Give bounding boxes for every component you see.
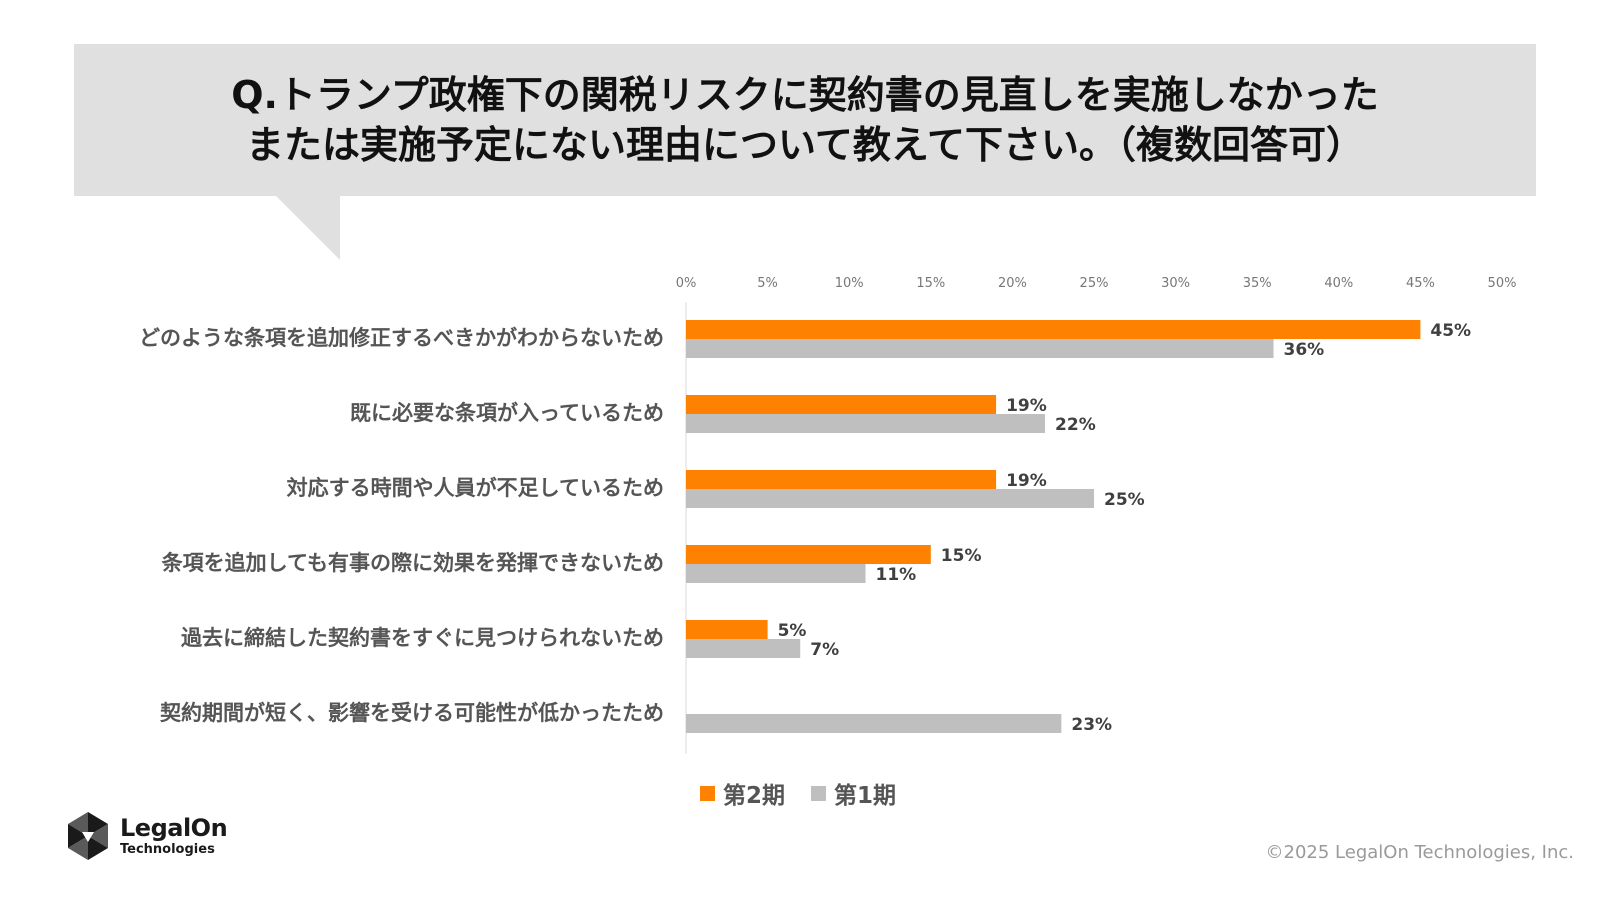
data-label: 5% — [778, 621, 807, 641]
category-label: 契約期間が短く、影響を受ける可能性が低かったため — [159, 701, 664, 725]
data-label: 22% — [1055, 415, 1096, 435]
legend-item-series-1: 第1期 — [811, 776, 896, 810]
question-banner: Q.トランプ政権下の関税リスクに契約書の見直しを実施しなかった または実施予定に… — [74, 44, 1536, 196]
logo-text: LegalOn Technologies — [120, 814, 228, 857]
bar-series-1 — [686, 339, 1274, 358]
data-label: 25% — [1104, 490, 1145, 510]
legend-label-series-2: 第2期 — [723, 783, 786, 809]
legend-swatch-series-2 — [700, 785, 715, 801]
category-label: どのような条項を追加修正するべきかがわからないため — [139, 326, 664, 350]
bar-series-1 — [686, 489, 1094, 508]
data-label: 36% — [1284, 340, 1325, 360]
legalon-logo-icon — [68, 812, 108, 860]
data-label: 11% — [876, 565, 917, 585]
legend-swatch-series-1 — [811, 785, 827, 801]
bar-series-1 — [686, 714, 1062, 733]
data-label: 19% — [1006, 471, 1047, 491]
data-label: 45% — [1430, 321, 1471, 341]
x-tick-label: 15% — [916, 276, 945, 291]
data-label: 23% — [1071, 715, 1112, 735]
logo-name: LegalOn — [120, 814, 228, 842]
question-line-2: または実施予定にない理由について教えて下さい。（複数回答可） — [246, 123, 1364, 167]
legend-label-series-1: 第1期 — [834, 783, 897, 809]
legend-item-series-2: 第2期 — [700, 776, 785, 810]
bar-series-1 — [686, 564, 866, 583]
chart-legend: 第2期 第1期 — [700, 776, 896, 810]
bar-series-2 — [686, 545, 931, 564]
x-tick-label: 25% — [1080, 276, 1109, 291]
x-tick-label: 40% — [1324, 276, 1353, 291]
category-label: 過去に締結した契約書をすぐに見つけられないため — [181, 626, 664, 650]
category-label: 既に必要な条項が入っているため — [350, 401, 664, 425]
x-tick-label: 35% — [1243, 276, 1272, 291]
bar-series-1 — [686, 414, 1046, 433]
speech-bubble-tail — [276, 196, 340, 260]
data-label: 19% — [1006, 396, 1047, 416]
bar-series-2 — [686, 470, 997, 489]
legalon-logo: LegalOn Technologies — [64, 810, 228, 862]
data-label: 7% — [810, 640, 839, 660]
category-label: 条項を追加しても有事の際に効果を発揮できないため — [162, 551, 664, 575]
copyright-notice: ©2025 LegalOn Technologies, Inc. — [1265, 842, 1574, 863]
logo-subtitle: Technologies — [120, 842, 215, 857]
x-tick-label: 45% — [1406, 276, 1435, 291]
x-tick-label: 30% — [1161, 276, 1190, 291]
category-label: 対応する時間や人員が不足しているため — [287, 476, 664, 500]
bar-series-2 — [686, 320, 1421, 339]
x-tick-label: 10% — [835, 276, 864, 291]
x-tick-label: 0% — [676, 276, 697, 291]
x-tick-label: 20% — [998, 276, 1027, 291]
x-tick-label: 5% — [757, 276, 778, 291]
bar-series-2 — [686, 620, 768, 639]
question-line-1: Q.トランプ政権下の関税リスクに契約書の見直しを実施しなかった — [231, 73, 1379, 117]
bar-series-2 — [686, 395, 997, 414]
data-label: 15% — [941, 546, 982, 566]
x-tick-label: 50% — [1488, 276, 1517, 291]
bar-series-1 — [686, 639, 801, 658]
